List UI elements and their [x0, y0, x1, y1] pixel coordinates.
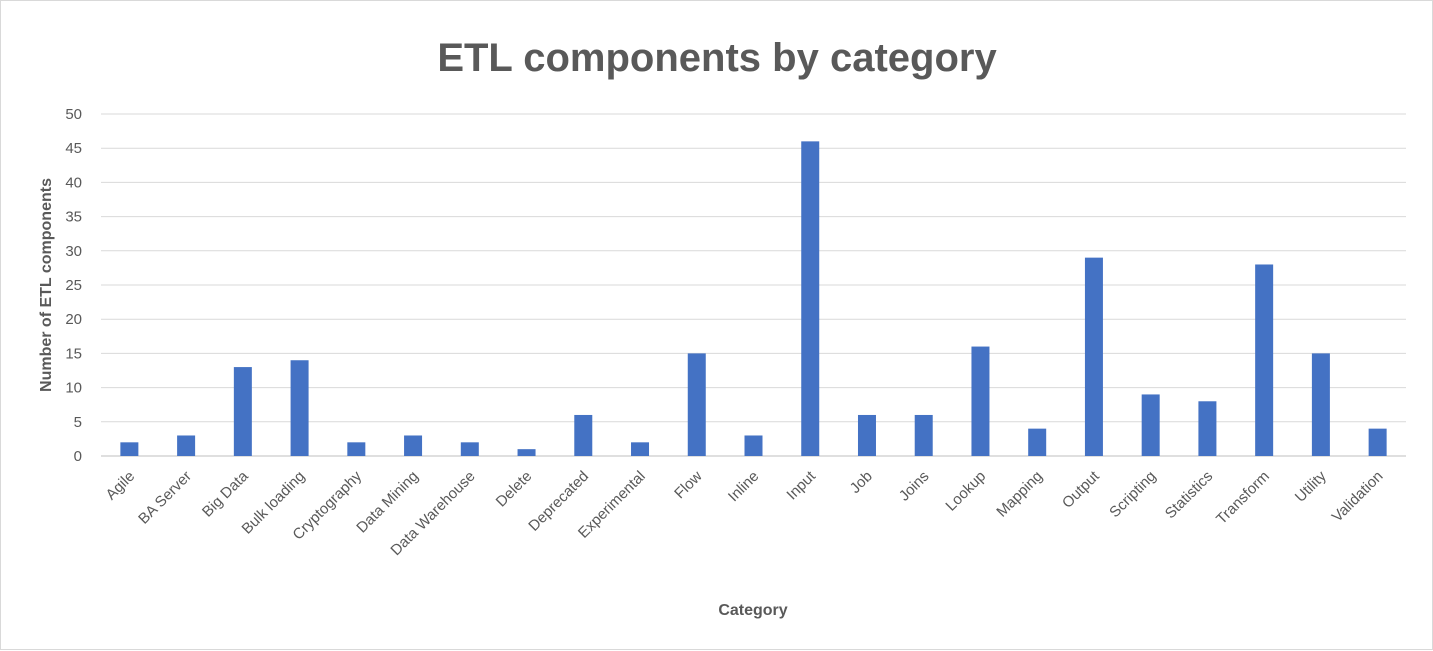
bar [1084, 257, 1103, 456]
y-tick-label: 10 [65, 380, 82, 397]
y-tick-label: 25 [65, 277, 82, 294]
x-axis-title: Category [718, 602, 787, 619]
x-tick-label: Transform [1213, 468, 1273, 528]
bar [460, 442, 479, 456]
bar [574, 414, 593, 456]
x-tick-label: Flow [671, 468, 706, 503]
bars [120, 141, 1387, 457]
x-tick-label: Utility [1292, 467, 1330, 505]
bar [1141, 394, 1160, 456]
bar [517, 449, 536, 456]
x-tick-label: Scripting [1106, 468, 1159, 521]
y-tick-label: 15 [65, 345, 82, 362]
y-tick-label: 5 [74, 414, 82, 431]
x-tick-label: Job [847, 468, 876, 497]
bar [631, 442, 650, 456]
y-tick-label: 50 [65, 106, 82, 123]
y-axis-title: Number of ETL components [38, 178, 55, 392]
bar [1368, 428, 1387, 456]
bar [177, 435, 196, 456]
x-tick-label: Agile [103, 468, 139, 504]
bar [857, 414, 876, 456]
bar [120, 442, 139, 456]
bar [687, 353, 706, 456]
bar [801, 141, 820, 457]
chart-title: ETL components by category [437, 36, 997, 80]
y-tick-label: 35 [65, 209, 82, 226]
y-tick-label: 0 [74, 448, 82, 465]
x-tick-label: Statistics [1162, 468, 1216, 522]
bar [404, 435, 423, 456]
bar [1255, 264, 1274, 456]
y-axis-tick-labels: 0 5 10 15 20 25 30 35 40 45 50 [65, 106, 82, 465]
y-tick-label: 30 [65, 243, 82, 260]
bar [233, 367, 252, 456]
x-tick-label: Output [1059, 467, 1103, 511]
bar [1198, 401, 1217, 456]
gridlines [101, 113, 1406, 457]
x-tick-label: Big Data [199, 467, 252, 520]
bar [1028, 428, 1047, 456]
y-tick-label: 20 [65, 311, 82, 328]
bar [744, 435, 763, 456]
y-tick-label: 45 [65, 140, 82, 157]
bar [1311, 353, 1330, 456]
x-tick-label: Inline [725, 468, 762, 505]
bar [914, 414, 933, 456]
bar [290, 360, 309, 456]
x-tick-label: Mapping [993, 468, 1046, 521]
x-tick-label: Lookup [942, 468, 989, 515]
x-tick-label: BA Server [135, 468, 195, 528]
y-tick-label: 40 [65, 174, 82, 191]
x-tick-label: Validation [1329, 468, 1387, 526]
x-tick-label: Input [783, 467, 819, 503]
bar [971, 346, 990, 456]
bar [347, 442, 366, 456]
x-tick-label: Delete [493, 468, 536, 511]
x-tick-label: Joins [896, 468, 933, 505]
